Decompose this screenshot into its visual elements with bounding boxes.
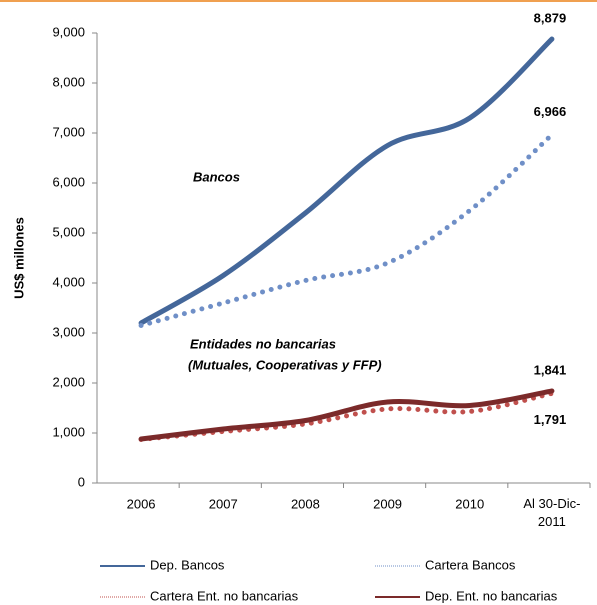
y-tick-label: 7,000 — [52, 124, 85, 139]
line — [138, 36, 555, 326]
y-tick-label: 8,000 — [52, 74, 85, 89]
legend-label: Cartera Bancos — [425, 557, 516, 572]
x-tick-label: 2010 — [455, 496, 484, 511]
top-border — [0, 0, 597, 2]
y-tick-label: 5,000 — [52, 224, 85, 239]
y-tick-label: 6,000 — [52, 174, 85, 189]
annotation: Bancos — [193, 169, 240, 184]
y-tick-label: 3,000 — [52, 324, 85, 339]
y-tick-label: 9,000 — [52, 24, 85, 39]
annotation: Entidades no bancarias — [190, 336, 336, 351]
x-tick-label: 2007 — [209, 496, 238, 511]
x-tick-label: 2009 — [373, 496, 402, 511]
y-tick-label: 2,000 — [52, 374, 85, 389]
y-tick-label: 1,000 — [52, 424, 85, 439]
value-label: 1,841 — [534, 362, 567, 377]
annotation: (Mutuales, Cooperativas y FFP) — [188, 357, 382, 372]
legend-label: Dep. Bancos — [150, 557, 225, 572]
x-tick-label: 2008 — [291, 496, 320, 511]
x-tick-label: Al 30-Dic-2011 — [523, 496, 580, 529]
legend-label: Cartera Ent. no bancarias — [150, 588, 299, 603]
x-tick-label: 2006 — [127, 496, 156, 511]
y-tick-label: 0 — [78, 474, 85, 489]
y-tick-label: 4,000 — [52, 274, 85, 289]
y-axis-label: US$ millones — [11, 217, 26, 299]
value-label: 8,879 — [534, 10, 567, 25]
legend-label: Dep. Ent. no bancarias — [425, 588, 558, 603]
value-label: 1,791 — [534, 412, 567, 427]
line — [138, 132, 555, 328]
line — [138, 388, 555, 442]
value-label: 6,966 — [534, 104, 567, 119]
